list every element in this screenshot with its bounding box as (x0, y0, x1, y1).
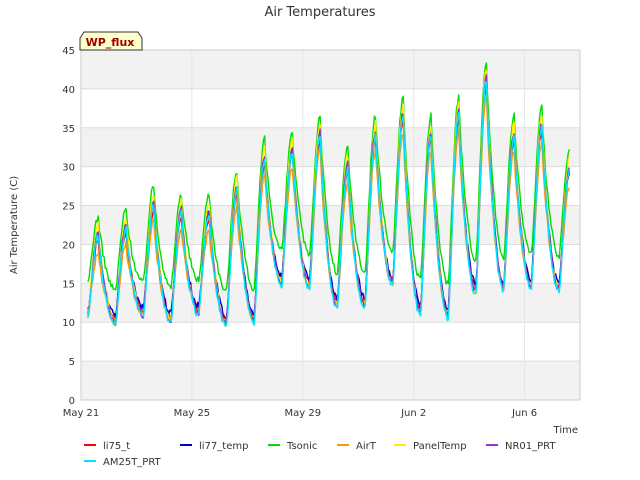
y-tick-label: 45 (62, 46, 75, 57)
legend-label-PanelTemp: PanelTemp (413, 441, 467, 452)
x-axis-label: Time (553, 425, 578, 436)
x-tick-label: May 21 (63, 408, 100, 419)
y-tick-label: 5 (69, 357, 75, 368)
y-axis-ticks: 0 5 10 15 20 25 30 35 40 45 (62, 46, 75, 407)
x-axis-ticks: May 21 May 25 May 29 Jun 2 Jun 6 (63, 408, 537, 419)
y-tick-label: 30 (62, 163, 75, 174)
plot-background-bands (81, 50, 580, 400)
legend-label-NR01_PRT: NR01_PRT (505, 441, 556, 452)
legend-label-AirT: AirT (356, 441, 377, 452)
site-badge-box (79, 31, 143, 51)
y-tick-label: 0 (69, 396, 75, 407)
site-badge-text: WP_flux (86, 36, 135, 49)
y-tick-label: 10 (62, 318, 75, 329)
y-tick-label: 35 (62, 124, 75, 135)
chart-title: Air Temperatures (264, 5, 375, 20)
y-tick-label: 40 (62, 85, 75, 96)
site-badge: WP_flux (79, 31, 143, 51)
series-lines (87, 62, 571, 328)
plot-frame (80, 49, 581, 401)
y-tick-label: 20 (62, 240, 75, 251)
legend-label-li77_temp: li77_temp (199, 441, 248, 452)
series-line-Tsonic (87, 62, 571, 292)
band (81, 361, 580, 400)
legend-label-AM25T_PRT: AM25T_PRT (103, 457, 162, 468)
legend-label-Tsonic: Tsonic (286, 441, 317, 452)
x-tick-label: Jun 6 (511, 408, 537, 419)
legend-label-li75_t: li75_t (103, 441, 130, 452)
x-tick-label: May 25 (174, 408, 211, 419)
legend: li75_t li77_temp Tsonic AirT PanelTemp NR01_P… (84, 441, 556, 468)
band (81, 283, 580, 323)
y-axis-label: Air Temperature (C) (9, 176, 20, 274)
x-tick-label: Jun 2 (400, 408, 426, 419)
y-tick-label: 15 (62, 279, 75, 290)
y-tick-label: 25 (62, 202, 75, 213)
band (81, 50, 580, 89)
band (81, 127, 580, 167)
series-line-AM25T_PRT (87, 81, 571, 327)
x-tick-label: May 29 (284, 408, 321, 419)
